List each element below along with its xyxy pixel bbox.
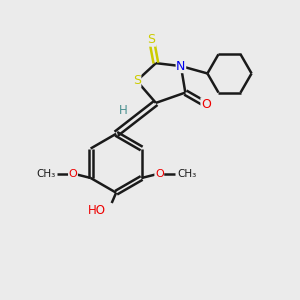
Text: S: S [133,74,141,87]
Text: N: N [176,60,186,73]
Text: S: S [148,33,155,46]
Text: H: H [118,104,127,118]
Text: HO: HO [88,204,106,217]
Text: CH₃: CH₃ [177,169,196,178]
Text: O: O [155,169,164,178]
Text: CH₃: CH₃ [36,169,55,178]
Text: O: O [201,98,211,111]
Text: O: O [69,169,77,178]
